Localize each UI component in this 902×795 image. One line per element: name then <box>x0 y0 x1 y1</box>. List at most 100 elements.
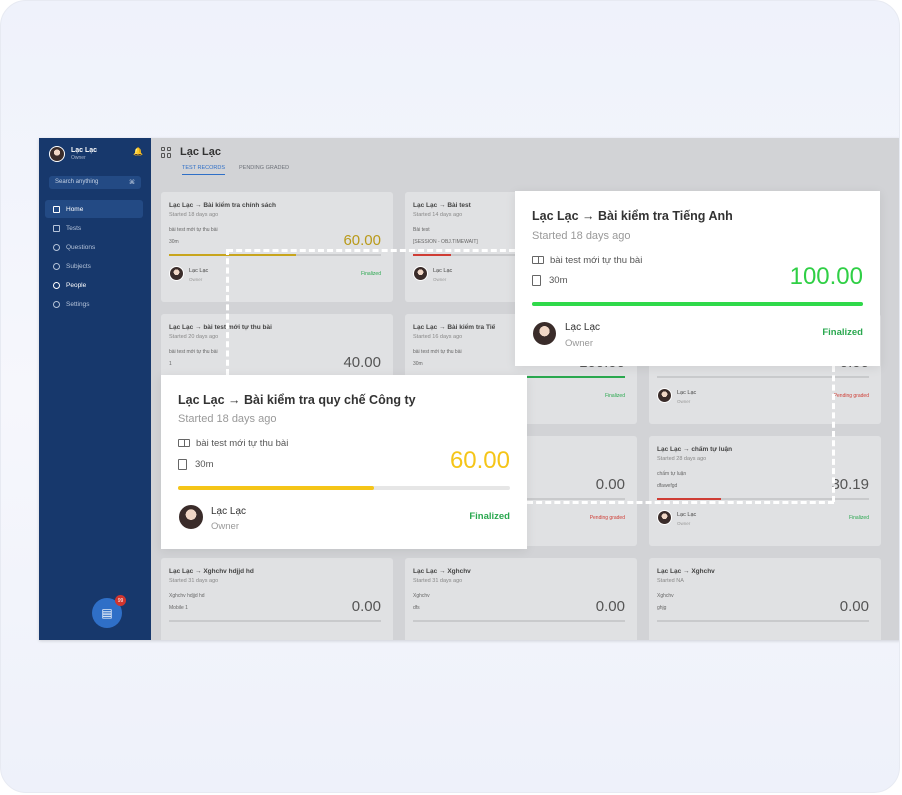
zoomed-card-english-test[interactable]: Lạc Lạc → Bài kiểm tra Tiếng Anh Started… <box>515 191 880 366</box>
progress-fill <box>178 486 374 490</box>
test-record-card[interactable]: Lạc Lạc → Xghchv Started NA Xghchv ghjg … <box>649 558 881 640</box>
card-score: 60.00 <box>449 447 510 474</box>
owner-role: Owner <box>677 521 691 526</box>
owner-name: Lạc Lạc <box>211 506 247 517</box>
clipboard-icon: ▤ <box>101 606 113 620</box>
card-score: 100.00 <box>789 263 863 290</box>
sidebar-item-people[interactable]: People <box>45 276 143 294</box>
card-title: Lạc Lạc → Bài kiểm tra Tiế <box>413 324 496 331</box>
card-duration-row: 30m <box>178 459 213 470</box>
connector-line <box>226 249 229 375</box>
owner-name: Lạc Lạc <box>677 390 697 396</box>
grid-icon <box>161 146 172 158</box>
card-title: Lạc Lạc → Xghchv <box>657 568 715 575</box>
progress-fill <box>413 254 452 256</box>
card-title: Lạc Lạc → Xghchv <box>413 568 471 575</box>
test-record-card[interactable]: Lạc Lạc → Xghchv hdjjd hd Started 31 day… <box>161 558 393 640</box>
page-title: Lạc Lạc <box>180 146 221 158</box>
card-title: Lạc Lạc → bài test mới tự thu bài <box>169 324 272 331</box>
card-duration: [SESSION - OBJ.TIMEWAIT] <box>413 239 478 245</box>
search-input[interactable]: Search anything ⌘ <box>49 176 141 189</box>
bell-icon[interactable]: 🔔 <box>133 147 143 156</box>
owner-role: Owner <box>677 399 691 404</box>
card-test-name: bài test mới tự thu bài <box>169 227 218 233</box>
owner-name: Lạc Lạc <box>189 268 209 274</box>
zoomed-card-company-rules[interactable]: Lạc Lạc → Bài kiểm tra quy chế Công ty S… <box>161 375 527 549</box>
avatar <box>657 510 672 525</box>
book-icon <box>532 256 544 265</box>
card-started: Started 18 days ago <box>169 212 219 218</box>
card-test-name: Xghchv <box>413 593 430 599</box>
progress-bar <box>169 620 381 622</box>
book-icon <box>178 439 190 448</box>
connector-line <box>527 501 834 504</box>
card-title: Lạc Lạc → Xghchv hdjjd hd <box>169 568 254 575</box>
sidebar-item-label: Questions <box>66 243 96 251</box>
notification-badge: 99 <box>115 595 126 606</box>
gear-icon <box>53 300 60 308</box>
document-icon <box>532 275 541 286</box>
home-icon <box>53 205 60 213</box>
status-badge: Pending graded <box>589 515 625 521</box>
card-score: 0.00 <box>595 598 625 615</box>
card-duration: ghjg <box>657 605 667 611</box>
status-badge: Finalized <box>848 515 869 521</box>
sidebar-nav: Home Tests Questions Subjects People Set… <box>45 200 143 314</box>
sidebar-item-settings[interactable]: Settings <box>45 295 143 313</box>
status-badge: Finalized <box>469 511 510 522</box>
sidebar-item-home[interactable]: Home <box>45 200 143 218</box>
card-score: 0.00 <box>595 476 625 493</box>
card-test-row: bài test mới tự thu bài <box>532 255 642 266</box>
progress-bar <box>413 620 625 622</box>
tab-pending-graded[interactable]: PENDING GRADED <box>239 165 290 171</box>
card-duration: 1 <box>169 361 172 367</box>
card-test-name: bài test mới tự thu bài <box>169 349 218 355</box>
user-role: Owner <box>71 155 86 161</box>
card-test-name: Bài test <box>413 227 430 233</box>
card-test-name: chấm tự luận <box>657 471 687 477</box>
sidebar-item-questions[interactable]: Questions <box>45 238 143 256</box>
avatar <box>49 146 65 162</box>
sidebar-item-label: Settings <box>66 300 90 308</box>
sidebar-item-label: Tests <box>66 224 82 232</box>
book-icon <box>53 224 60 232</box>
test-record-card[interactable]: Lạc Lạc → Xghchv Started 31 days ago Xgh… <box>405 558 637 640</box>
connector-line <box>832 366 835 502</box>
owner-role: Owner <box>433 277 447 282</box>
user-profile[interactable]: Lạc Lạc Owner <box>49 146 97 162</box>
tab-test-records[interactable]: TEST RECORDS <box>182 165 225 175</box>
progress-fill <box>657 498 721 500</box>
card-started: Started 14 days ago <box>413 212 463 218</box>
card-started: Started 31 days ago <box>169 578 219 584</box>
search-icon: ⌘ <box>129 180 135 186</box>
card-test-name: bài test mới tự thu bài <box>550 255 643 266</box>
card-score: 60.00 <box>343 232 381 249</box>
avatar <box>413 266 428 281</box>
search-placeholder: Search anything <box>55 179 99 185</box>
avatar <box>657 388 672 403</box>
card-duration: 30m <box>549 275 568 287</box>
sidebar-item-subjects[interactable]: Subjects <box>45 257 143 275</box>
progress-fill <box>169 254 297 256</box>
owner-name: Lạc Lạc <box>565 322 601 333</box>
card-started: Started 31 days ago <box>413 578 463 584</box>
owner-name: Lạc Lạc <box>677 512 697 518</box>
sidebar-item-tests[interactable]: Tests <box>45 219 143 237</box>
card-title: Lạc Lạc → Bài kiểm tra chính sách <box>169 202 276 209</box>
sidebar-item-label: Home <box>66 205 84 213</box>
card-started: Started 28 days ago <box>657 456 707 462</box>
card-test-name: Xghchv <box>657 593 674 599</box>
card-duration: 30m <box>195 459 214 471</box>
card-duration: dfs <box>413 605 420 611</box>
document-icon <box>178 459 187 470</box>
progress-bar <box>657 376 869 378</box>
card-started: Started NA <box>657 578 684 584</box>
card-duration: dfawefgd <box>657 483 678 489</box>
sidebar-item-label: Subjects <box>66 262 91 270</box>
test-record-card[interactable]: Lạc Lạc → chấm tự luận Started 28 days a… <box>649 436 881 546</box>
test-record-card[interactable]: Lạc Lạc → Bài kiểm tra chính sách Starte… <box>161 192 393 302</box>
subject-icon <box>53 262 60 270</box>
card-test-name: Xghchv hdjjd hd <box>169 593 205 599</box>
sidebar: Lạc Lạc Owner 🔔 Search anything ⌘ Home T… <box>39 138 151 640</box>
